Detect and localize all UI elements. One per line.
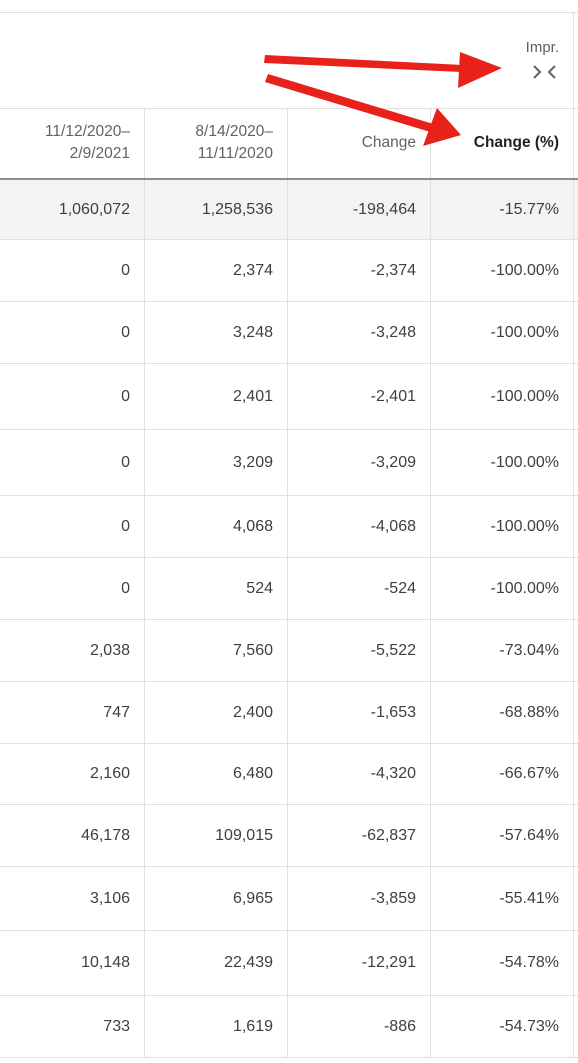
metric-group-header: Impr. bbox=[0, 13, 578, 109]
cell-change: -2,401 bbox=[288, 364, 431, 429]
cell-change: -2,374 bbox=[288, 240, 431, 301]
cell-previous-period: 2,400 bbox=[145, 682, 288, 743]
cell-change-percent: -73.04% bbox=[431, 620, 574, 681]
column-headers: 11/12/2020– 2/9/2021 8/14/2020– 11/11/20… bbox=[0, 108, 578, 180]
cell-change: -1,653 bbox=[288, 682, 431, 743]
cell-previous-period: 6,480 bbox=[145, 744, 288, 804]
cell-change-percent: -55.41% bbox=[431, 867, 574, 930]
cell-current-period: 733 bbox=[0, 996, 145, 1057]
cell-previous-period: 2,401 bbox=[145, 364, 288, 429]
cell-current-period: 0 bbox=[0, 302, 145, 363]
cell-change-percent: -57.64% bbox=[431, 805, 574, 866]
table-row[interactable]: 46,178 109,015 -62,837 -57.64% bbox=[0, 805, 578, 867]
collapse-columns-icon[interactable] bbox=[531, 61, 561, 83]
cell-current-period: 0 bbox=[0, 240, 145, 301]
cell-change: -4,068 bbox=[288, 496, 431, 557]
table-row[interactable]: 0 3,209 -3,209 -100.00% bbox=[0, 430, 578, 496]
cell-previous-period: 3,209 bbox=[145, 430, 288, 495]
cell-change: -524 bbox=[288, 558, 431, 619]
table-row[interactable]: 2,160 6,480 -4,320 -66.67% bbox=[0, 744, 578, 805]
cell-change: -3,209 bbox=[288, 430, 431, 495]
cell-previous-period: 4,068 bbox=[145, 496, 288, 557]
cell-change-percent: -100.00% bbox=[431, 430, 574, 495]
cell-current-period: 0 bbox=[0, 364, 145, 429]
table-row[interactable]: 10,148 22,439 -12,291 -54.78% bbox=[0, 931, 578, 996]
cell-current-period: 747 bbox=[0, 682, 145, 743]
total-row[interactable]: 1,060,072 1,258,536 -198,464 -15.77% bbox=[0, 180, 578, 240]
cell-previous-period: 109,015 bbox=[145, 805, 288, 866]
cell-change-percent: -100.00% bbox=[431, 364, 574, 429]
cell-change-percent: -54.73% bbox=[431, 996, 574, 1057]
table-row[interactable]: 0 3,248 -3,248 -100.00% bbox=[0, 302, 578, 364]
cell-current-period: 2,038 bbox=[0, 620, 145, 681]
cell-change: -886 bbox=[288, 996, 431, 1057]
column-header-previous-period[interactable]: 8/14/2020– 11/11/2020 bbox=[145, 108, 288, 178]
cell-previous-period: 1,258,536 bbox=[145, 180, 288, 239]
table-row[interactable]: 0 524 -524 -100.00% bbox=[0, 558, 578, 620]
table-row[interactable]: 3,106 6,965 -3,859 -55.41% bbox=[0, 867, 578, 931]
cell-current-period: 10,148 bbox=[0, 931, 145, 995]
table-row[interactable]: 733 1,619 -886 -54.73% bbox=[0, 996, 578, 1058]
cell-change: -3,248 bbox=[288, 302, 431, 363]
table-row[interactable]: 0 4,068 -4,068 -100.00% bbox=[0, 496, 578, 558]
cell-change-percent: -54.78% bbox=[431, 931, 574, 995]
cell-current-period: 2,160 bbox=[0, 744, 145, 804]
table-row[interactable]: 0 2,401 -2,401 -100.00% bbox=[0, 364, 578, 430]
cell-previous-period: 524 bbox=[145, 558, 288, 619]
column-header-current-period[interactable]: 11/12/2020– 2/9/2021 bbox=[0, 108, 145, 178]
data-table-body: 1,060,072 1,258,536 -198,464 -15.77% 0 2,374-… bbox=[0, 180, 578, 1058]
group-divider bbox=[573, 13, 574, 108]
top-rule bbox=[0, 0, 578, 13]
table-row[interactable]: 2,038 7,560 -5,522 -73.04% bbox=[0, 620, 578, 682]
metric-group-title: Impr. bbox=[525, 39, 559, 56]
cell-change: -198,464 bbox=[288, 180, 431, 239]
cell-current-period: 3,106 bbox=[0, 867, 145, 930]
cell-change: -4,320 bbox=[288, 744, 431, 804]
cell-change-percent: -100.00% bbox=[431, 302, 574, 363]
cell-previous-period: 2,374 bbox=[145, 240, 288, 301]
cell-previous-period: 6,965 bbox=[145, 867, 288, 930]
column-header-change-percent[interactable]: Change (%) bbox=[431, 108, 574, 178]
cell-change-percent: -100.00% bbox=[431, 558, 574, 619]
cell-change-percent: -68.88% bbox=[431, 682, 574, 743]
table-row[interactable]: 0 2,374 -2,374 -100.00% bbox=[0, 240, 578, 302]
cell-previous-period: 22,439 bbox=[145, 931, 288, 995]
cell-previous-period: 3,248 bbox=[145, 302, 288, 363]
cell-change-percent: -15.77% bbox=[431, 180, 574, 239]
cell-change: -3,859 bbox=[288, 867, 431, 930]
cell-change-percent: -100.00% bbox=[431, 240, 574, 301]
cell-current-period: 1,060,072 bbox=[0, 180, 145, 239]
table-row[interactable]: 747 2,400 -1,653 -68.88% bbox=[0, 682, 578, 744]
cell-current-period: 0 bbox=[0, 558, 145, 619]
cell-change: -12,291 bbox=[288, 931, 431, 995]
cell-change: -62,837 bbox=[288, 805, 431, 866]
cell-change: -5,522 bbox=[288, 620, 431, 681]
cell-change-percent: -66.67% bbox=[431, 744, 574, 804]
cell-current-period: 0 bbox=[0, 496, 145, 557]
column-header-change[interactable]: Change bbox=[288, 108, 431, 178]
cell-current-period: 46,178 bbox=[0, 805, 145, 866]
cell-previous-period: 7,560 bbox=[145, 620, 288, 681]
cell-current-period: 0 bbox=[0, 430, 145, 495]
cell-change-percent: -100.00% bbox=[431, 496, 574, 557]
cell-previous-period: 1,619 bbox=[145, 996, 288, 1057]
